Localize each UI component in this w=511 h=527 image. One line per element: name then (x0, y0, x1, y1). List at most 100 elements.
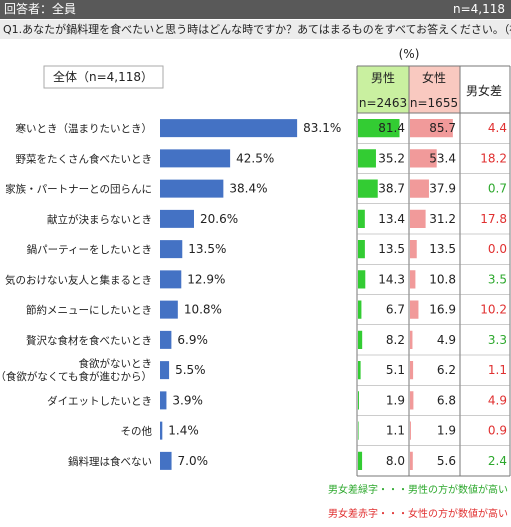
female-bar (410, 149, 437, 168)
sample-size-label: n=4,118 (452, 2, 505, 16)
male-header-cell (357, 66, 409, 113)
diff-value: 3.3 (488, 333, 507, 347)
female-bar (410, 421, 411, 440)
female-value: 85.7 (429, 121, 456, 135)
category-label: 食欲がないとき (79, 357, 153, 370)
diff-value: 4.4 (488, 121, 507, 135)
category-label: 気のおけない友人と集まるとき (5, 273, 152, 286)
diff-header-label: 男女差 (466, 83, 502, 98)
question-bar: Q1.あなたが鍋料理を食べたいと思う時はどんな時ですか？あてはまるものをすべてお… (0, 20, 511, 39)
category-label: その他 (121, 425, 153, 438)
male-value: 1.9 (386, 393, 405, 407)
category-label: 鍋料理は食べない (68, 455, 152, 468)
total-bar (160, 149, 231, 168)
female-bar (410, 179, 429, 198)
female-bar (410, 451, 413, 470)
female-header-label: 女性 (422, 70, 446, 85)
female-header-n: n=1655 (410, 96, 458, 110)
total-bar (160, 300, 178, 319)
male-value: 35.2 (378, 151, 405, 165)
male-value: 13.5 (378, 242, 405, 256)
female-bar (410, 119, 453, 138)
male-bar (358, 361, 361, 380)
male-bar (358, 179, 378, 198)
female-value: 16.9 (429, 303, 456, 317)
unit-label: (%) (399, 47, 420, 61)
total-bar (160, 119, 298, 138)
total-bar (160, 391, 167, 410)
total-value-label: 83.1% (303, 121, 341, 135)
male-value: 8.0 (386, 454, 405, 468)
male-bar (358, 209, 365, 228)
legend-note-green: 男女差緑字・・・男性の方が数値が高い (328, 483, 508, 496)
total-bar (160, 209, 194, 228)
diff-value: 2.4 (488, 454, 507, 468)
total-bar (160, 451, 172, 470)
male-value: 81.4 (378, 121, 405, 135)
male-value: 8.2 (386, 333, 405, 347)
female-value: 37.9 (429, 182, 456, 196)
total-bar (160, 270, 182, 289)
female-value: 6.2 (437, 363, 456, 377)
male-bar (358, 240, 365, 259)
total-bar (160, 330, 172, 349)
table-frame: (%) 全体（n=4,118） 男性 n=2463 女性 n=1655 男女差 (43, 47, 511, 477)
female-value: 6.8 (437, 393, 456, 407)
male-bar (358, 421, 359, 440)
male-value: 6.7 (386, 303, 405, 317)
diff-value: 0.7 (488, 182, 507, 196)
male-value: 5.1 (386, 363, 405, 377)
legend-note-red: 男女差赤字・・・女性の方が数値が高い (328, 507, 508, 520)
female-bar (410, 391, 414, 410)
total-value-label: 3.9% (172, 393, 203, 407)
female-bar (410, 300, 419, 319)
category-label: 野菜をたくさん食べたいとき (16, 152, 153, 165)
diff-value: 0.9 (488, 424, 507, 438)
total-bar (160, 240, 183, 259)
total-value-label: 13.5% (188, 242, 226, 256)
male-value: 38.7 (378, 182, 405, 196)
male-header-n: n=2463 (359, 96, 407, 110)
total-bar (160, 421, 163, 440)
total-value-label: 6.9% (177, 333, 208, 347)
female-value: 13.5 (429, 242, 456, 256)
male-bar (358, 270, 366, 289)
female-bar (410, 361, 414, 380)
female-bar (410, 270, 416, 289)
total-value-label: 20.6% (200, 212, 238, 226)
diff-value: 0.0 (488, 242, 507, 256)
respondents-label: 回答者：全員 (4, 2, 77, 16)
female-header-cell (409, 66, 460, 113)
male-bar (358, 300, 362, 319)
male-bar (358, 149, 376, 168)
diff-value: 18.2 (480, 151, 507, 165)
total-value-label: 38.4% (229, 182, 267, 196)
female-value: 4.9 (437, 333, 456, 347)
diff-value: 17.8 (480, 212, 507, 226)
category-label: 贅沢な食材を食べたいとき (26, 334, 152, 347)
female-value: 10.8 (429, 272, 456, 286)
male-bar (358, 391, 359, 410)
male-value: 1.1 (386, 424, 405, 438)
total-value-label: 1.4% (168, 424, 199, 438)
diff-value: 10.2 (480, 303, 507, 317)
total-value-label: 10.8% (184, 303, 222, 317)
total-value-label: 5.5% (175, 363, 206, 377)
category-label: 節約メニューにしたいとき (26, 304, 152, 317)
category-label: （食欲がなくても食が進むから） (0, 370, 152, 383)
male-bar (358, 119, 400, 138)
total-value-label: 7.0% (178, 454, 209, 468)
total-bar (160, 361, 170, 380)
male-value: 13.4 (378, 212, 405, 226)
male-bar (358, 451, 363, 470)
female-value: 1.9 (437, 424, 456, 438)
female-value: 53.4 (429, 151, 456, 165)
category-label: ダイエットしたいとき (47, 394, 152, 407)
female-bar (410, 240, 417, 259)
female-bar (410, 209, 426, 228)
question-text: Q1.あなたが鍋料理を食べたいと思う時はどんな時ですか？あてはまるものをすべてお… (3, 23, 511, 36)
female-value: 5.6 (437, 454, 456, 468)
diff-value: 3.5 (488, 272, 507, 286)
category-label: 家族・パートナーとの団らんに (5, 183, 152, 196)
